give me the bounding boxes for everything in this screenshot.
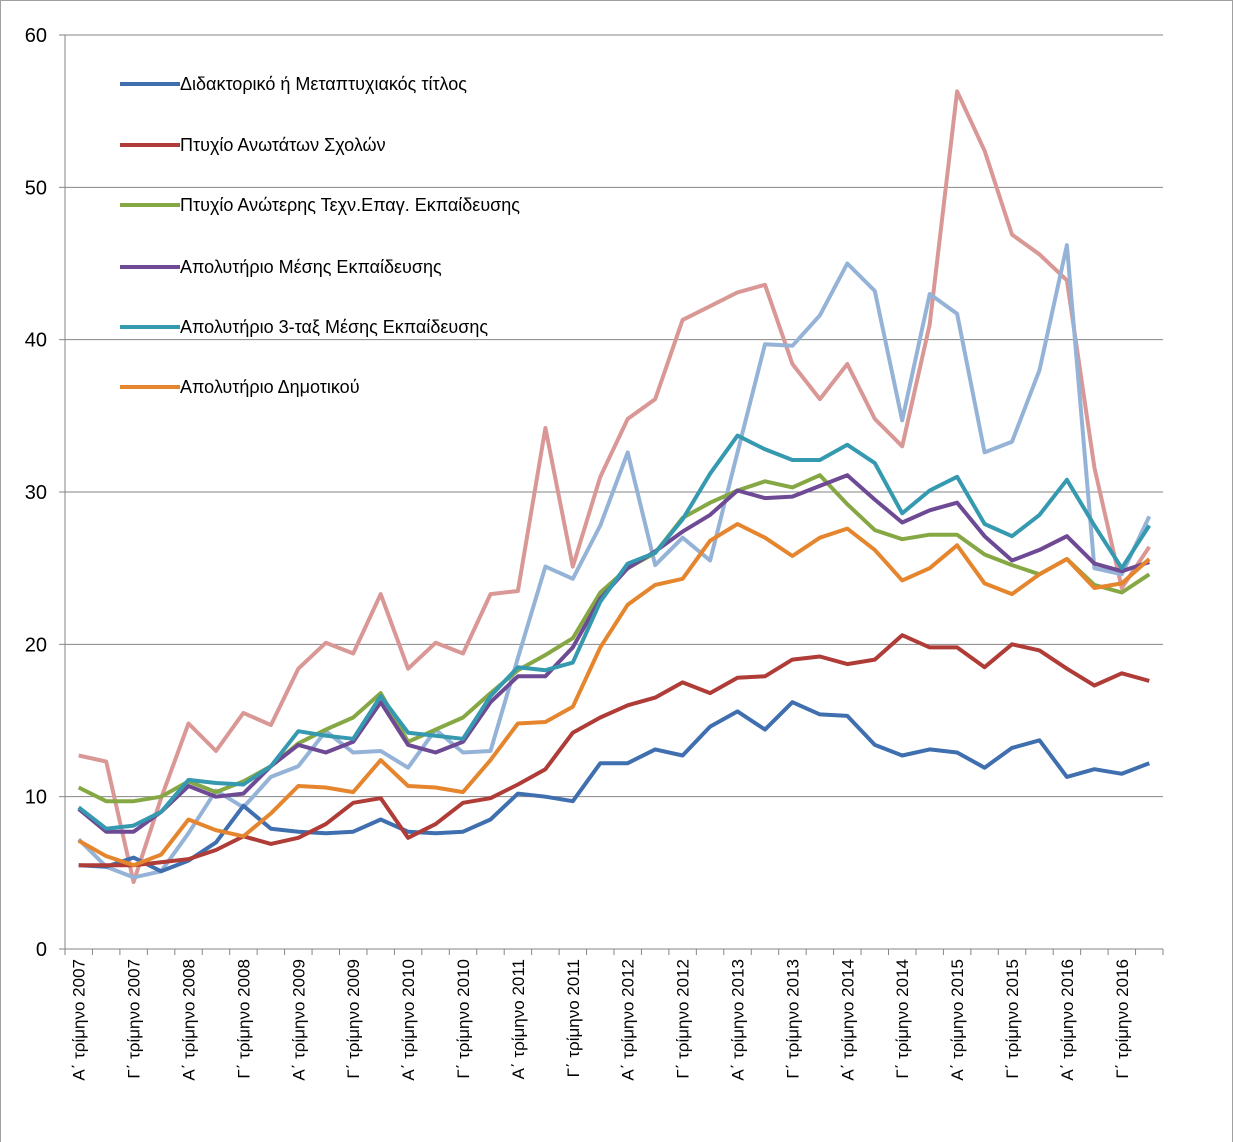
legend-label: Απολυτήριο 3-ταξ Μέσης Εκπαίδευσης bbox=[180, 317, 489, 337]
x-tick-label: Γ΄ τρίμηνο 2016 bbox=[1113, 959, 1132, 1079]
legend-label: Διδακτορικό ή Μεταπτυχιακός τίτλος bbox=[180, 74, 467, 94]
y-tick-label: 20 bbox=[25, 634, 47, 656]
series-line bbox=[78, 89, 1151, 884]
x-tick-label: Α΄ τρίμηνο 2014 bbox=[838, 959, 857, 1081]
x-tick-label: Α΄ τρίμηνο 2015 bbox=[948, 959, 967, 1081]
x-tick-label: Γ΄ τρίμηνο 2015 bbox=[1003, 959, 1022, 1079]
series-line bbox=[77, 522, 1151, 868]
series-line bbox=[78, 633, 1150, 868]
legend-label: Απολυτήριο Δημοτικού bbox=[180, 377, 360, 397]
x-tick-label: Γ΄ τρίμηνο 2010 bbox=[454, 959, 473, 1079]
legend-item: Απολυτήριο Δημοτικού bbox=[180, 377, 360, 397]
y-tick-label: 40 bbox=[25, 330, 47, 352]
x-tick-label: Γ΄ τρίμηνο 2012 bbox=[674, 959, 693, 1079]
y-tick-label: 30 bbox=[25, 482, 47, 504]
x-tick-label: Γ΄ τρίμηνο 2014 bbox=[893, 959, 912, 1079]
x-tick-label: Γ΄ τρίμηνο 2007 bbox=[125, 959, 144, 1079]
legend-label: Απολυτήριο Μέσης Εκπαίδευσης bbox=[180, 257, 442, 277]
legend-label: Πτυχίο Ανωτάτων Σχολών bbox=[180, 135, 386, 155]
series-line bbox=[77, 433, 1151, 831]
y-tick-label: 0 bbox=[36, 939, 47, 961]
x-tick-label: Α΄ τρίμηνο 2013 bbox=[729, 959, 748, 1081]
series-line bbox=[77, 243, 1152, 880]
legend-label: Πτυχίο Ανώτερης Τεχν.Επαγ. Εκπαίδευσης bbox=[180, 195, 520, 215]
legend-item: Πτυχίο Ανώτερης Τεχν.Επαγ. Εκπαίδευσης bbox=[180, 195, 520, 215]
x-tick-label: Γ΄ τρίμηνο 2009 bbox=[344, 959, 363, 1079]
series-line bbox=[78, 700, 1151, 874]
x-tick-label: Α΄ τρίμηνο 2016 bbox=[1058, 959, 1077, 1081]
x-tick-label: Α΄ τρίμηνο 2007 bbox=[70, 959, 89, 1081]
x-tick-label: Α΄ τρίμηνο 2008 bbox=[180, 959, 199, 1081]
x-tick-label: Γ΄ τρίμηνο 2013 bbox=[783, 959, 802, 1079]
x-tick-label: Α΄ τρίμηνο 2009 bbox=[289, 959, 308, 1081]
legend-item: Διδακτορικό ή Μεταπτυχιακός τίτλος bbox=[180, 74, 467, 94]
legend-item: Απολυτήριο Μέσης Εκπαίδευσης bbox=[180, 257, 442, 277]
y-tick-label: 60 bbox=[25, 25, 47, 47]
x-tick-label: Γ΄ τρίμηνο 2011 bbox=[564, 959, 583, 1077]
x-tick-label: Α΄ τρίμηνο 2010 bbox=[399, 959, 418, 1081]
y-tick-label: 50 bbox=[25, 177, 47, 199]
x-tick-label: Α΄ τρίμηνο 2012 bbox=[619, 959, 638, 1081]
legend-item: Απολυτήριο 3-ταξ Μέσης Εκπαίδευσης bbox=[180, 317, 489, 337]
x-tick-label: Α΄ τρίμηνο 2011 bbox=[509, 959, 528, 1079]
y-tick-label: 10 bbox=[25, 787, 47, 809]
x-tick-label: Γ΄ τρίμηνο 2008 bbox=[234, 959, 253, 1079]
legend-item: Πτυχίο Ανωτάτων Σχολών bbox=[180, 135, 386, 155]
